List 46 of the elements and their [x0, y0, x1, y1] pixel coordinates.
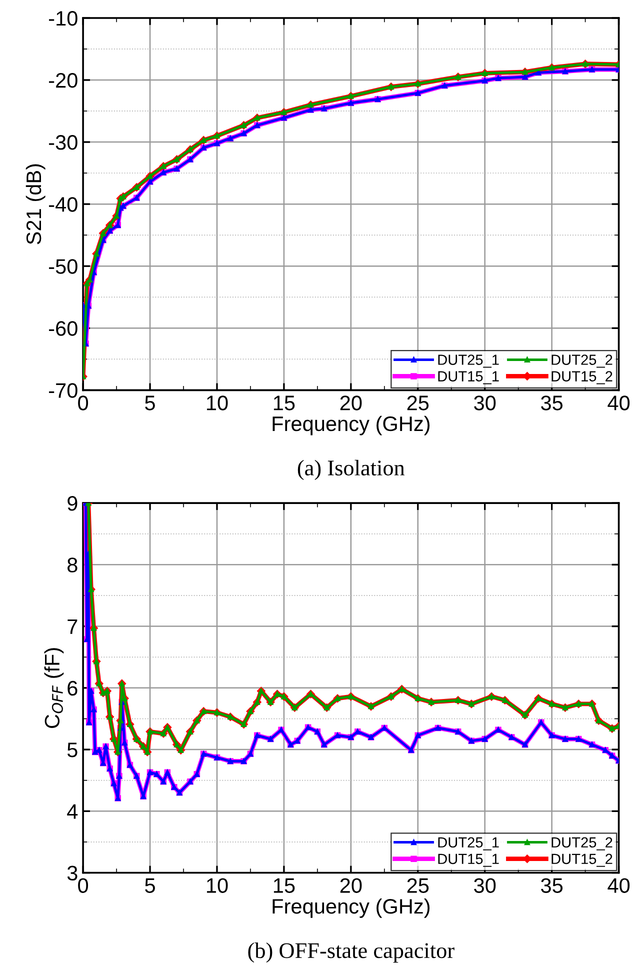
- y-tick-label: -50: [49, 259, 78, 274]
- x-axis-title: Frequency (GHz): [272, 898, 430, 918]
- x-tick-label: 10: [206, 396, 228, 410]
- legend-label: DUT15_1: [438, 854, 499, 867]
- x-tick-label: 20: [340, 878, 362, 893]
- x-tick-label: 35: [541, 878, 563, 893]
- y-tick-label: 4: [67, 804, 78, 819]
- legend-label: DUT15_2: [552, 371, 612, 384]
- x-tick-label: 5: [145, 878, 155, 893]
- x-tick-label: 0: [78, 396, 88, 410]
- y-tick-label: -20: [49, 73, 78, 88]
- y-tick-label: -30: [49, 135, 78, 150]
- x-tick-label: 30: [474, 878, 496, 893]
- x-axis-title: Frequency (GHz): [272, 416, 430, 436]
- x-tick-label: 40: [608, 878, 630, 893]
- x-tick-label: 20: [340, 396, 362, 410]
- text: (b) OFF-state capacitor: [248, 942, 454, 963]
- text: (a) Isolation: [298, 460, 405, 480]
- legend-label: DUT15_2: [552, 854, 612, 867]
- x-tick-label: 30: [474, 396, 496, 410]
- legend-label: DUT25_1: [438, 354, 499, 368]
- legend-label: DUT25_2: [552, 837, 612, 850]
- legend-label: DUT15_1: [438, 371, 499, 384]
- y-axis-title: C$_{OFF}$ (fF): [44, 648, 64, 728]
- x-tick-label: 0: [78, 878, 88, 893]
- x-tick-label: 25: [407, 396, 429, 410]
- y-tick-label: 6: [68, 680, 78, 696]
- y-tick-label: 3: [67, 866, 78, 881]
- x-tick-label: 35: [541, 396, 563, 410]
- y-tick-label: 9: [68, 496, 78, 511]
- legend-label: DUT25_1: [438, 837, 499, 850]
- y-tick-label: -40: [49, 197, 78, 212]
- y-tick-label: 8: [68, 558, 78, 572]
- x-tick-label: 25: [407, 878, 429, 893]
- y-tick-label: 5: [67, 742, 78, 758]
- y-tick-label: -60: [49, 321, 78, 336]
- x-tick-label: 15: [274, 396, 295, 410]
- x-tick-label: 5: [145, 396, 155, 410]
- x-tick-label: 15: [274, 878, 295, 893]
- y-axis-title: S21 (dB): [26, 164, 46, 244]
- legend-label: DUT25_2: [552, 354, 612, 368]
- x-tick-label: 10: [206, 878, 228, 893]
- y-tick-label: -10: [49, 11, 78, 26]
- y-tick-label: 7: [68, 620, 78, 634]
- y-tick-label: -70: [49, 383, 78, 398]
- x-tick-label: 40: [608, 396, 630, 410]
